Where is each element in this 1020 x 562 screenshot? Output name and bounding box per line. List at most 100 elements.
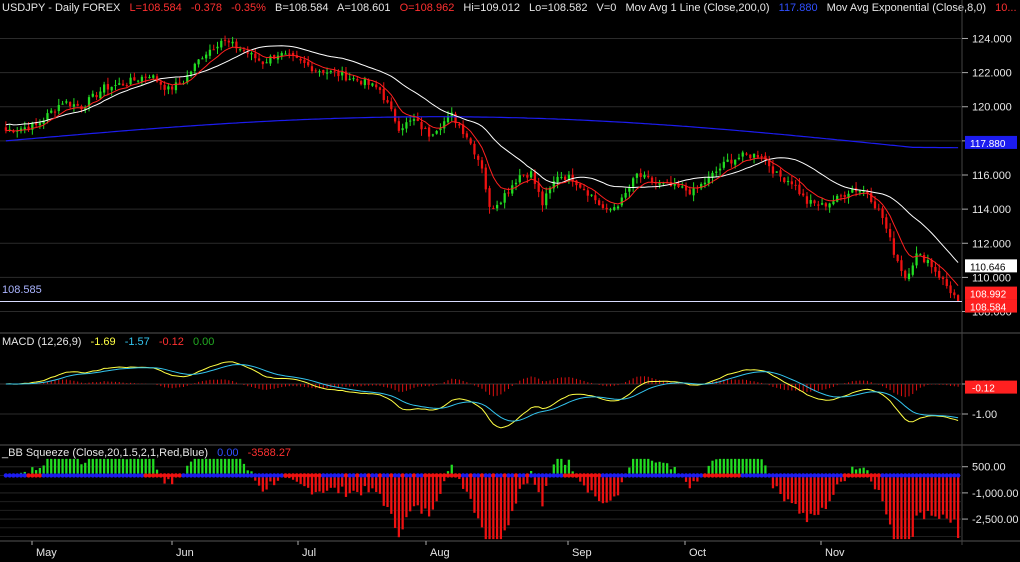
squeeze-dot (664, 473, 670, 478)
candle-body (473, 143, 476, 155)
squeeze-dot (657, 473, 662, 478)
squeeze-dot (819, 473, 825, 478)
candle-body (382, 89, 385, 101)
price-tick-label: 114.000 (972, 204, 1011, 216)
squeeze-bar (533, 475, 537, 485)
squeeze-dot (804, 473, 810, 478)
candle-body (348, 78, 351, 80)
squeeze-dot (464, 473, 470, 478)
squeeze-dot (253, 473, 258, 478)
squeeze-dot (903, 473, 908, 478)
squeeze-bar (163, 475, 166, 484)
squeeze-bar (397, 475, 401, 538)
candle-body (250, 52, 253, 55)
candle-body (322, 69, 325, 74)
squeeze-bar (405, 475, 408, 518)
squeeze-bar (155, 469, 159, 476)
candle-body (167, 86, 170, 90)
squeeze-bar (953, 475, 956, 520)
candle-body (805, 196, 809, 204)
squeeze-dot (763, 473, 768, 478)
candle-body (839, 195, 843, 197)
candle-body (254, 53, 257, 59)
candle-body (499, 202, 503, 204)
squeeze-dot (755, 473, 761, 478)
squeeze-bar (752, 458, 756, 476)
squeeze-dot (596, 473, 602, 478)
candle-body (813, 200, 816, 204)
squeeze-dot (317, 473, 322, 478)
squeeze-dot (120, 473, 126, 478)
squeeze-bar (926, 475, 930, 511)
squeeze-bar (805, 475, 809, 523)
candle-body (737, 157, 741, 160)
squeeze-dot (498, 473, 504, 478)
squeeze-dot (113, 473, 118, 478)
squeeze-dot (457, 473, 462, 478)
candle-body (749, 154, 752, 159)
squeeze-dot (219, 473, 224, 478)
candle-body (189, 71, 193, 75)
candle-body (760, 156, 763, 158)
squeeze-bar (673, 466, 676, 476)
squeeze-dot (132, 473, 137, 478)
squeeze-bar (242, 463, 246, 476)
squeeze-dot (460, 473, 466, 478)
squeeze-bar (598, 475, 601, 502)
candle-body (885, 217, 888, 229)
squeeze-bar (779, 475, 782, 494)
candle-body (741, 152, 744, 157)
candle-body (363, 79, 366, 86)
candle-body (851, 188, 854, 193)
squeeze-bar (106, 458, 110, 476)
squeeze-dot (396, 473, 402, 478)
ema8-line (5, 46, 959, 287)
squeeze-dot (506, 473, 511, 478)
price-badge (965, 286, 1017, 300)
squeeze-dot (827, 473, 832, 478)
candle-body (352, 78, 355, 80)
squeeze-bar (427, 475, 431, 517)
candle-body (465, 133, 469, 138)
candle-body (409, 120, 412, 122)
candle-body (790, 181, 793, 185)
squeeze-bar (31, 467, 34, 476)
squeeze-dot (918, 473, 923, 478)
squeeze-dot (200, 473, 205, 478)
squeeze-bar (938, 475, 941, 519)
squeeze-dot (109, 473, 114, 478)
candle-body (862, 191, 865, 193)
squeeze-dot (729, 473, 734, 478)
squeeze-dot (241, 473, 247, 478)
squeeze-dot (691, 473, 696, 478)
squeeze-bar (949, 475, 952, 523)
candle-body (953, 292, 956, 296)
candle-body (907, 273, 911, 280)
price-tick-label: 122.000 (972, 68, 1012, 80)
squeeze-bar (696, 475, 699, 482)
squeeze-bar (87, 458, 91, 476)
candle-body (529, 171, 533, 178)
squeeze-dot (355, 473, 360, 478)
candle-body (820, 203, 824, 205)
squeeze-dot (952, 473, 957, 478)
squeeze-dot (638, 473, 643, 478)
squeeze-bar (46, 458, 49, 476)
squeeze-bar (718, 458, 722, 476)
squeeze-bar (42, 465, 45, 476)
squeeze-bar (756, 458, 759, 476)
candle-body (174, 82, 178, 91)
candle-body (681, 186, 684, 188)
candle-body (280, 53, 283, 57)
candle-body (288, 53, 291, 55)
candle-body (171, 86, 174, 90)
squeeze-bar (941, 475, 945, 515)
squeeze-dot (782, 473, 787, 478)
squeeze-dot (139, 473, 145, 478)
candle-body (38, 122, 42, 126)
candle-body (779, 170, 782, 177)
squeeze-bar (737, 458, 741, 476)
squeeze-dot (434, 473, 439, 478)
squeeze-bar (488, 475, 491, 540)
